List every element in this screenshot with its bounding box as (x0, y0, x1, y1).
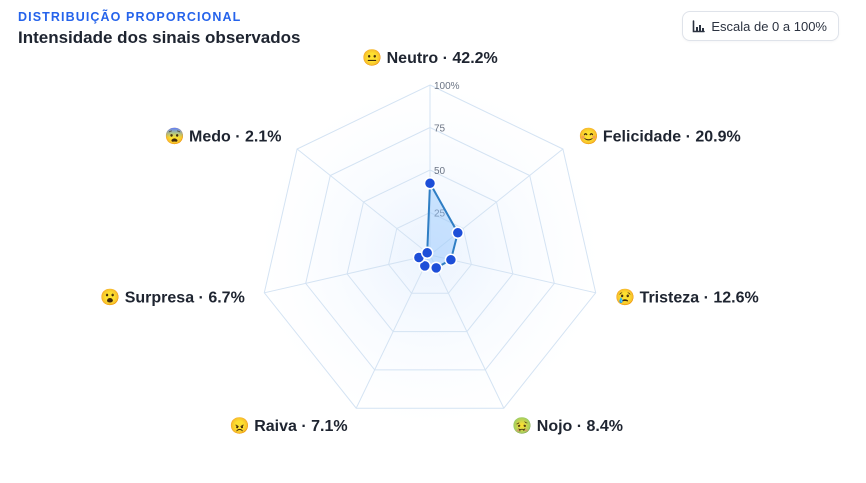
data-point-raiva[interactable] (418, 259, 432, 273)
data-point-nojo[interactable] (429, 261, 443, 275)
category-label-tristeza: 😢 Tristeza · 12.6% (615, 288, 759, 306)
grid-ring (346, 169, 514, 333)
bar-chart-icon (692, 19, 706, 33)
category-label-raiva: 😠 Raiva · 7.1% (230, 417, 348, 435)
grid-ring (305, 126, 555, 371)
category-name: Nojo · (537, 418, 587, 435)
grid-spoke (296, 148, 431, 256)
category-label-neutro: 😐 Neutro · 42.2% (362, 49, 498, 67)
chart-title: Intensidade dos sinais observados (18, 28, 301, 47)
data-point-tristeza[interactable] (444, 253, 458, 267)
section-eyebrow: DISTRIBUIÇÃO PROPORCIONAL (18, 10, 242, 24)
category-value: 42.2% (452, 50, 497, 67)
radar-category-labels: 😐 Neutro · 42.2% 😊 Felicidade · 20.9% 😢 Tr… (100, 49, 758, 435)
grid-spoke (264, 254, 431, 294)
category-name: Tristeza · (640, 289, 714, 306)
category-label-surpresa: 😮 Surpresa · 6.7% (100, 288, 244, 306)
category-emoji: 😠 (230, 417, 254, 435)
grid-spoke (355, 254, 431, 409)
grid-spoke (429, 254, 505, 409)
radar-series (412, 177, 465, 275)
category-emoji: 😐 (362, 49, 386, 67)
grid-spoke (429, 148, 564, 256)
data-point-medo[interactable] (420, 246, 434, 260)
category-label-medo: 😨 Medo · 2.1% (165, 128, 282, 146)
grid-ring (263, 84, 597, 409)
grid-ring (388, 211, 472, 294)
data-point-felicidade[interactable] (451, 226, 465, 240)
category-value: 12.6% (713, 289, 758, 306)
scale-button[interactable]: Escala de 0 a 100% (682, 11, 839, 41)
tick-label: 75 (434, 124, 446, 135)
tick-label: 100% (434, 81, 460, 92)
category-emoji: 🤢 (512, 417, 536, 435)
category-value: 20.9% (695, 129, 740, 146)
category-name: Felicidade · (603, 129, 695, 146)
category-value: 8.4% (587, 418, 623, 435)
grid-spoke (429, 254, 596, 294)
tick-label: 25 (434, 209, 446, 220)
category-emoji: 😢 (615, 288, 639, 306)
category-label-felicidade: 😊 Felicidade · 20.9% (579, 128, 741, 146)
radar-tick-labels: 25 50 75 100% (434, 81, 460, 220)
category-name: Neutro · (387, 50, 453, 67)
category-name: Surpresa · (125, 289, 209, 306)
tick-label: 50 (434, 166, 446, 177)
category-value: 6.7% (208, 289, 244, 306)
category-name: Medo · (189, 129, 245, 146)
scale-button-label: Escala de 0 a 100% (711, 18, 827, 34)
category-label-nojo: 🤢 Nojo · 8.4% (512, 417, 623, 435)
category-emoji: 😨 (165, 128, 189, 146)
category-value: 2.1% (245, 129, 281, 146)
category-emoji: 😮 (100, 288, 124, 306)
category-value: 7.1% (311, 418, 347, 435)
category-emoji: 😊 (579, 128, 603, 146)
category-name: Raiva · (254, 418, 311, 435)
data-point-neutro[interactable] (423, 177, 437, 190)
